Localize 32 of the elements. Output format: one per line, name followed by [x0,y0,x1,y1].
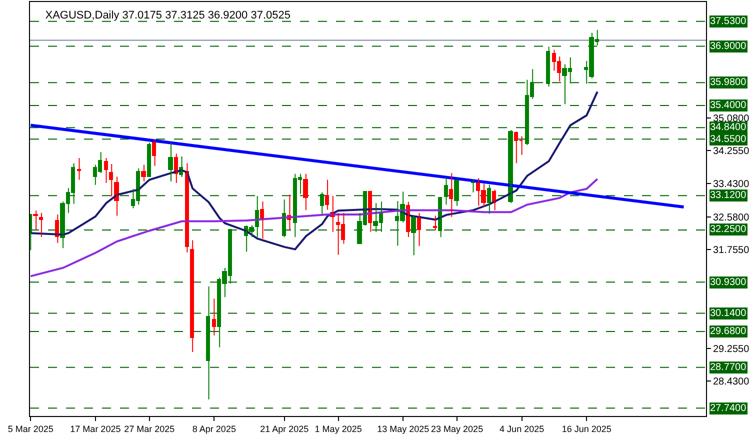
ref-line-label: 37.5300 [710,16,747,27]
y-tick-label: 28.4300 [713,376,750,388]
ref-line-label: 35.4000 [710,100,747,111]
line-series [30,90,598,250]
ref-line-label: 27.7400 [710,403,747,414]
x-tick-label: 27 Mar 2025 [124,424,175,434]
x-tick-label: 23 May 2025 [431,424,484,434]
y-tick-label: 33.4300 [713,178,750,190]
x-tick-label: 17 Mar 2025 [70,424,121,434]
y-tick-label: 34.2550 [713,146,750,158]
ref-line-label: 30.9300 [710,277,747,288]
ref-line-label: 33.1200 [710,190,747,201]
ref-line-label: 34.5500 [710,134,747,145]
ref-line-label: 30.1400 [710,308,747,319]
x-tick-label: 16 Jun 2025 [562,424,612,434]
ref-line-label: 28.7700 [710,362,747,373]
y-tick-label: 32.5800 [713,212,750,224]
x-tick-label: 13 May 2025 [377,424,430,434]
x-tick-label: 5 Mar 2025 [8,424,54,434]
line-series [30,178,598,278]
y-tick-label: 31.7550 [713,244,750,256]
ref-line-label: 35.9800 [710,77,747,88]
x-tick-label: 4 Jun 2025 [500,424,544,434]
x-tick-label: 21 Apr 2025 [260,424,309,434]
y-tick-label: 29.2550 [713,344,750,355]
ref-line-label: 32.2500 [710,224,747,235]
ref-line-label: 29.6800 [710,326,747,337]
ref-line-label: 36.9000 [710,41,747,52]
text: XAGUSD,Daily 37.0175 37.3125 36.9200 37.0525 [45,10,290,22]
x-tick-label: 1 May 2025 [314,424,362,434]
ref-line-label: 34.8400 [710,122,747,133]
x-tick-label: 8 Apr 2025 [192,424,236,434]
